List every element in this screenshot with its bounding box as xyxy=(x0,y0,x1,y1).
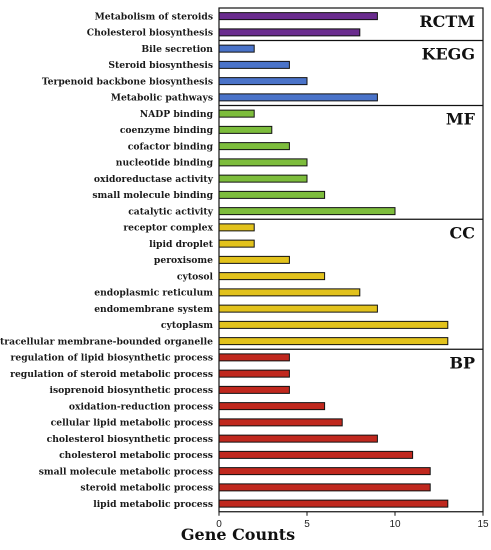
category-label: coenzyme binding xyxy=(120,125,214,136)
category-labels: Metabolism of steroids Cholesterol biosyn… xyxy=(0,11,214,510)
bar-intracellular-membrane-bounded-organelle xyxy=(218,337,449,346)
bar-receptor-complex xyxy=(218,223,255,232)
bar-steroid-metabolic-process xyxy=(218,483,431,492)
bar-lipid-metabolic-process xyxy=(218,499,449,508)
bar-cholesterol-biosynthesis xyxy=(218,28,361,37)
bar-small-molecule-binding xyxy=(218,190,326,199)
bar-lipid-droplet xyxy=(218,239,255,248)
category-label: Terpenoid backbone biosynthesis xyxy=(42,76,213,87)
bar-terpenoid-backbone-biosynthesis xyxy=(218,77,308,86)
bar-cholesterol-biosynthetic-process xyxy=(218,434,378,443)
category-label: regulation of lipid biosynthetic process xyxy=(11,353,213,364)
x-tick-label: 10 xyxy=(389,519,401,530)
bar-cofactor-binding xyxy=(218,142,290,151)
category-label: peroxisome xyxy=(154,255,213,266)
x-axis: 0 5 10 15 xyxy=(216,511,489,530)
bar-regulation-of-steroid-metabolic-process xyxy=(218,369,290,378)
plot-frame xyxy=(218,7,484,513)
bar-steroid-biosynthesis xyxy=(218,60,290,69)
bar-oxidation-reduction-process xyxy=(218,402,326,411)
category-label: NADP binding xyxy=(140,109,214,120)
category-label: nucleotide binding xyxy=(116,158,214,169)
x-tick-label: 15 xyxy=(477,519,489,530)
category-label: cholesterol metabolic process xyxy=(59,450,213,461)
category-label: oxidation-reduction process xyxy=(69,401,213,412)
category-label: Bile secretion xyxy=(141,44,213,55)
category-label: cytoplasm xyxy=(161,320,213,331)
category-label: cofactor binding xyxy=(128,141,214,152)
category-label: receptor complex xyxy=(123,223,213,234)
bar-bile-secretion xyxy=(218,44,255,53)
bar-nucleotide-binding xyxy=(218,158,308,167)
group-label-bp: BP xyxy=(449,353,475,372)
bar-oxidoreductase-activity xyxy=(218,174,308,183)
category-label: Steroid biosynthesis xyxy=(108,60,213,71)
bar-cytosol xyxy=(218,272,326,281)
bar-metabolic-pathways xyxy=(218,93,378,102)
bar-catalytic-activity xyxy=(218,207,396,216)
bar-isoprenoid-biosynthetic-process xyxy=(218,385,290,394)
category-label: cholesterol biosynthetic process xyxy=(47,434,213,445)
category-label: small molecule binding xyxy=(92,190,213,201)
category-label: Cholesterol biosynthesis xyxy=(87,28,213,39)
category-label: oxidoreductase activity xyxy=(94,174,214,185)
category-label: endoplasmic reticulum xyxy=(94,288,213,299)
category-label: steroid metabolic process xyxy=(80,483,213,494)
category-label: regulation of steroid metabolic process xyxy=(10,369,213,380)
category-label: cellular lipid metabolic process xyxy=(51,418,213,429)
bar-cellular-lipid-metabolic-process xyxy=(218,418,343,427)
bars-layer xyxy=(218,12,449,508)
category-label: catalytic activity xyxy=(128,206,213,217)
bar-small-molecule-metabolic-process xyxy=(218,467,431,476)
bar-nadp-binding xyxy=(218,109,255,118)
bar-cytoplasm xyxy=(218,320,449,329)
category-label: small molecule metabolic process xyxy=(39,466,213,477)
bar-regulation-of-lipid-biosynthetic-process xyxy=(218,353,290,362)
bar-coenzyme-binding xyxy=(218,125,273,134)
category-label: cytosol xyxy=(177,271,214,282)
x-tick-label: 0 xyxy=(216,519,222,530)
category-label: Metabolic pathways xyxy=(111,93,213,104)
group-label-kegg: KEGG xyxy=(422,45,475,64)
x-axis-title: Gene Counts xyxy=(181,525,295,544)
category-label: intracellular membrane-bounded organelle xyxy=(0,336,213,347)
bar-cholesterol-metabolic-process xyxy=(218,450,414,459)
group-label-cc: CC xyxy=(450,223,475,242)
category-label: isoprenoid biosynthetic process xyxy=(49,385,213,396)
category-label: lipid droplet xyxy=(149,239,214,250)
group-label-rctm: RCTM xyxy=(419,12,475,31)
bar-endoplasmic-reticulum xyxy=(218,288,361,297)
group-labels: RCTM KEGG MF CC BP xyxy=(419,12,475,372)
bar-endomembrane-system xyxy=(218,304,378,313)
bar-peroxisome xyxy=(218,255,290,264)
category-label: Metabolism of steroids xyxy=(95,11,213,22)
bar-metabolism-of-steroids xyxy=(218,12,378,21)
category-label: endomembrane system xyxy=(94,304,213,315)
panel-frames xyxy=(218,7,484,513)
x-tick-label: 5 xyxy=(304,519,310,530)
category-label: lipid metabolic process xyxy=(93,499,213,510)
group-label-mf: MF xyxy=(446,110,476,129)
